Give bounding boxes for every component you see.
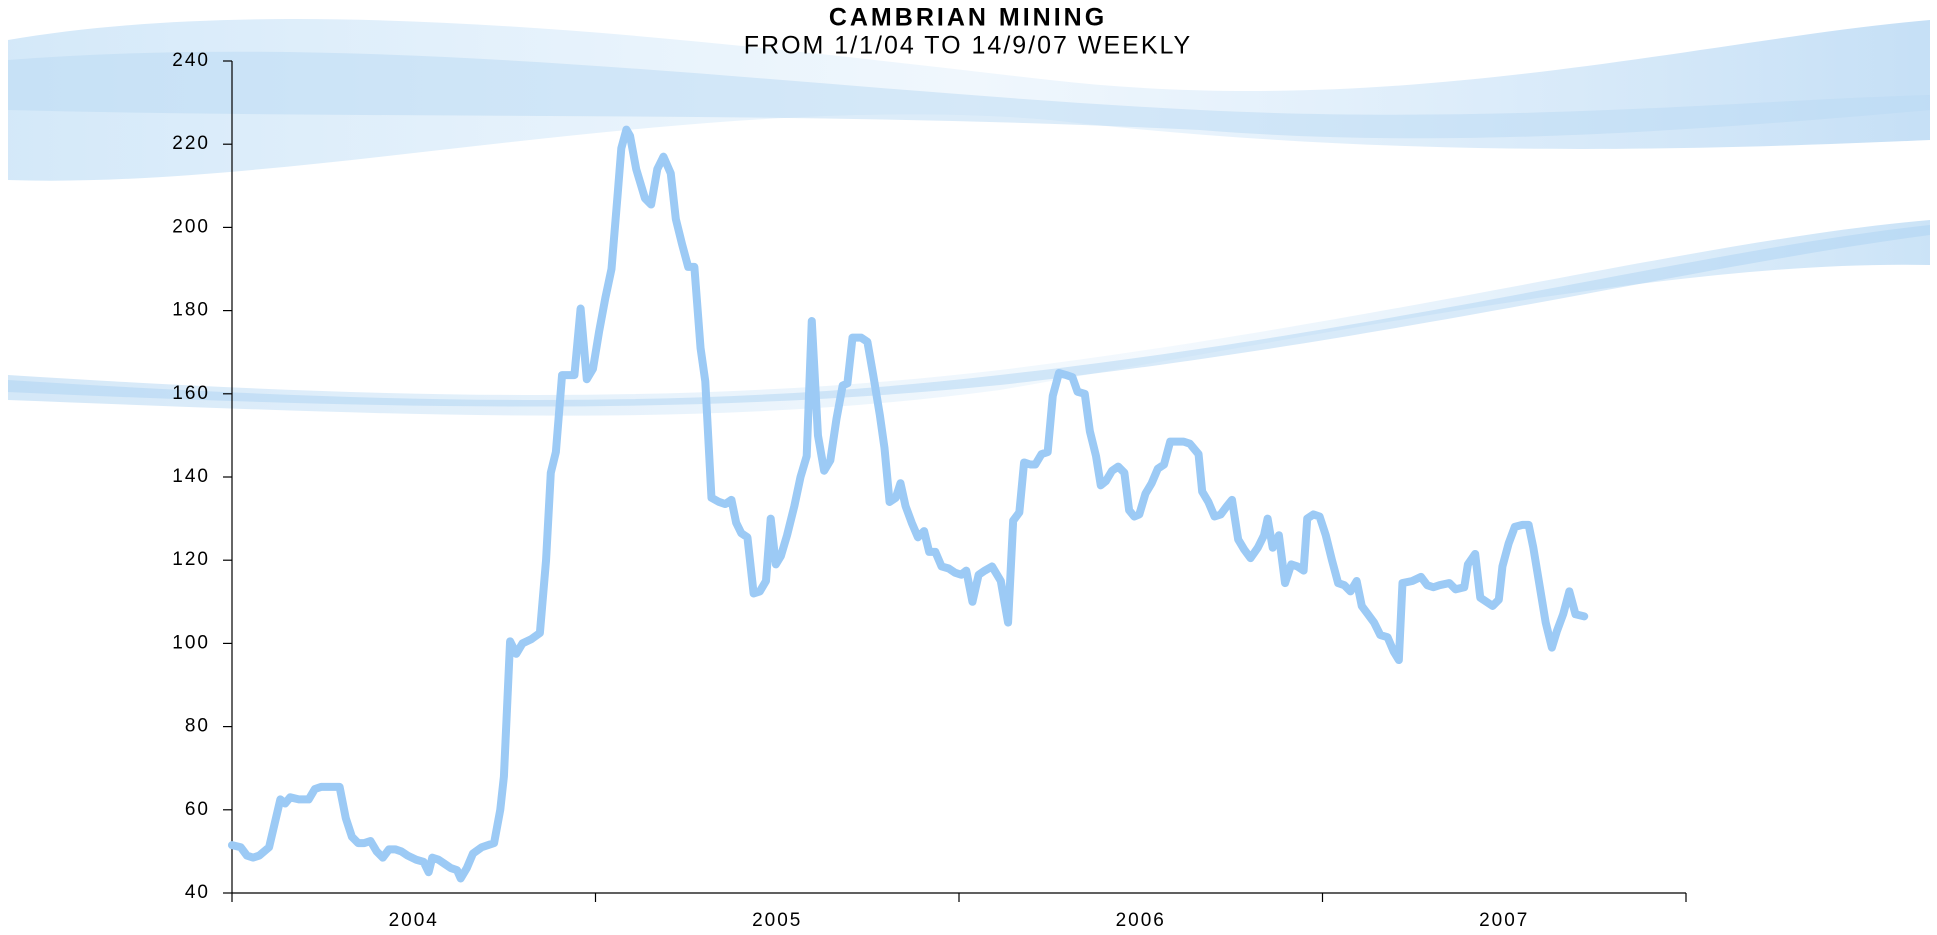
x-tick-label: 2005 — [752, 910, 802, 931]
y-tick-label: 120 — [172, 549, 210, 570]
y-tick-label: 40 — [185, 882, 210, 903]
y-tick-label: 180 — [172, 300, 210, 321]
x-tick-label: 2007 — [1479, 910, 1529, 931]
background-swooshes — [8, 19, 1930, 416]
y-tick-label: 160 — [172, 383, 210, 404]
y-tick-label: 220 — [172, 133, 210, 154]
x-tick-label: 2006 — [1116, 910, 1166, 931]
y-tick-label: 140 — [172, 466, 210, 487]
y-tick-label: 60 — [185, 799, 210, 820]
y-tick-label: 240 — [172, 50, 210, 71]
chart-title: CAMBRIAN MINING — [829, 4, 1107, 32]
y-tick-label: 200 — [172, 216, 210, 237]
price-line — [228, 125, 1589, 883]
y-tick-label: 100 — [172, 632, 210, 653]
chart-subtitle: FROM 1/1/04 TO 14/9/07 WEEKLY — [744, 32, 1192, 60]
y-tick-label: 80 — [185, 716, 210, 737]
x-tick-label: 2004 — [389, 910, 439, 931]
